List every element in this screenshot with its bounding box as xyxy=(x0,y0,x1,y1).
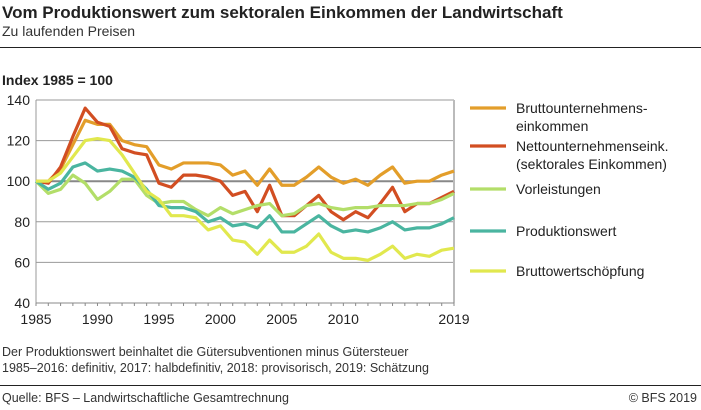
y-axis-label: Index 1985 = 100 xyxy=(2,72,113,88)
series-line xyxy=(35,161,455,234)
x-tick-label: 2010 xyxy=(328,311,359,327)
y-tick-label: 40 xyxy=(14,295,30,311)
series-line xyxy=(35,106,455,222)
legend-label: Bruttowertschöpfung xyxy=(516,263,644,279)
y-tick-label: 140 xyxy=(7,92,31,108)
chart-title: Vom Produktionswert zum sektoralen Einko… xyxy=(2,3,563,22)
x-tick-label: 2000 xyxy=(205,311,236,327)
divider xyxy=(0,385,701,386)
y-tick-label: 60 xyxy=(14,254,30,270)
series-line xyxy=(34,173,455,218)
chart-subtitle: Zu laufenden Preisen xyxy=(2,23,136,39)
x-tick-label: 1990 xyxy=(82,311,113,327)
series-line xyxy=(36,118,455,187)
y-tick-label: 100 xyxy=(7,173,31,189)
y-tick-label: 80 xyxy=(14,214,30,230)
y-tick-label: 120 xyxy=(7,133,31,149)
series-line xyxy=(36,136,455,262)
legend-label: Nettounternehmenseink. (sektorales Einkom… xyxy=(516,138,669,172)
copyright: © BFS 2019 xyxy=(628,391,697,405)
divider xyxy=(0,47,701,48)
line-chart: 40 60 80 100 120 140 1985 1990 1995 2000 2005 2010 2… xyxy=(7,92,669,327)
x-tick-label: 1995 xyxy=(143,311,174,327)
x-tick-label: 1985 xyxy=(20,311,51,327)
legend-label: Produktionswert xyxy=(516,223,616,239)
x-tick-label: 2019 xyxy=(438,311,469,327)
x-tick-label: 2005 xyxy=(266,311,297,327)
source-note: Quelle: BFS – Landwirtschaftliche Gesamt… xyxy=(2,391,289,405)
legend-label: Bruttounternehmens-einkommen xyxy=(516,100,648,134)
legend-label: Vorleistungen xyxy=(516,181,601,197)
footnote-1: Der Produktionswert beinhaltet die Güter… xyxy=(2,345,409,359)
footnote-2: 1985–2016: definitiv, 2017: halbdefiniti… xyxy=(2,361,429,375)
